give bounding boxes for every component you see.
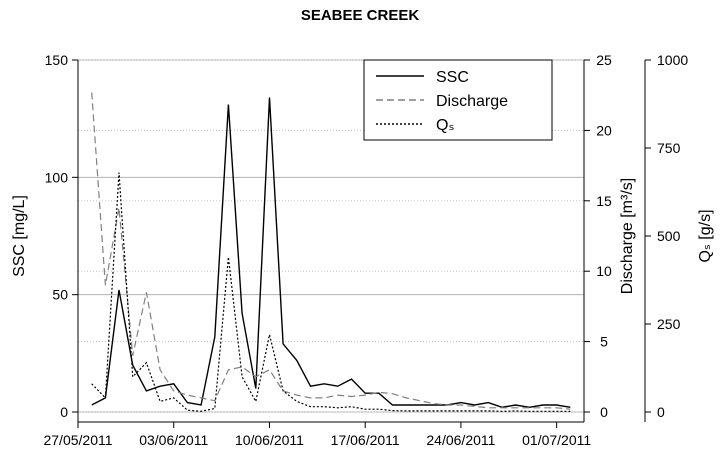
y-tick-label: 100: [45, 169, 69, 185]
y3-tick-label: 750: [657, 140, 681, 156]
y2-tick-label: 10: [596, 263, 612, 279]
legend-box: [363, 59, 553, 141]
y3-tick-label: 1000: [657, 52, 688, 68]
x-tick-label: 01/07/2011: [522, 432, 591, 448]
y2-tick-label: 15: [596, 193, 612, 209]
y-tick-label: 50: [52, 287, 68, 303]
y-tick-label: 0: [60, 404, 68, 420]
x-tick-label: 27/05/2011: [43, 432, 112, 448]
x-tick-label: 17/06/2011: [331, 432, 400, 448]
x-tick-label: 03/06/2011: [139, 432, 208, 448]
series-line: [91, 92, 571, 410]
y-tick-label: 150: [45, 52, 69, 68]
y-axis-title: SSC [mg/L]: [11, 195, 28, 277]
y2-tick-label: 0: [600, 404, 608, 420]
legend-label: Qₛ: [436, 117, 454, 134]
y3-axis-title: Qₛ [g/s]: [697, 209, 714, 262]
y2-tick-label: 25: [596, 52, 612, 68]
series-line: [91, 97, 571, 409]
chart-title: SEABEE CREEK: [301, 7, 420, 24]
legend-label: SSC: [436, 69, 469, 86]
legend-label: Discharge: [436, 93, 508, 110]
y2-axis-title: Discharge [m³/s]: [619, 178, 636, 294]
y3-tick-label: 250: [657, 316, 681, 332]
series-line: [91, 172, 571, 412]
y3-tick-label: 0: [657, 404, 665, 420]
x-tick-label: 24/06/2011: [426, 432, 495, 448]
y2-tick-label: 20: [596, 122, 612, 138]
y3-tick-label: 500: [657, 228, 681, 244]
y2-tick-label: 5: [600, 334, 608, 350]
x-tick-label: 10/06/2011: [235, 432, 304, 448]
